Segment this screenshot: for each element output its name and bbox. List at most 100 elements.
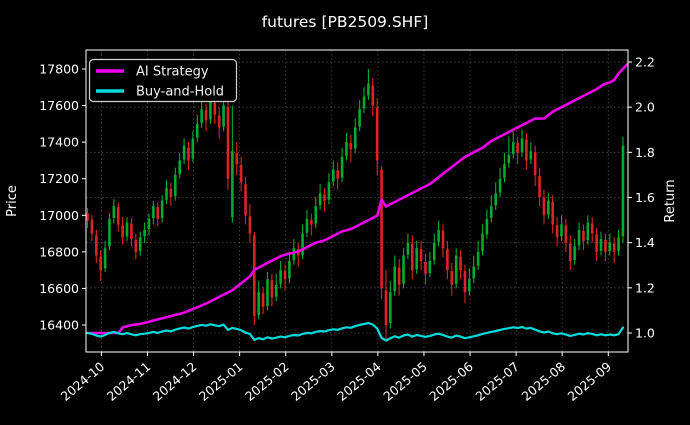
candle-body [226, 107, 230, 179]
candle [332, 160, 335, 187]
candle-body [340, 156, 344, 178]
candle-body [90, 219, 94, 234]
candle-body [336, 170, 339, 179]
candle-body [248, 216, 252, 234]
candle [108, 213, 111, 251]
legend: AI Strategy Buy-and-Hold [88, 58, 238, 103]
candle [336, 162, 339, 190]
candle [410, 235, 414, 280]
y-tick-label-left: 17000 [39, 208, 79, 223]
candle [327, 173, 331, 205]
candle [393, 255, 397, 296]
candle [463, 264, 467, 304]
y-tick-label-right: 1.2 [635, 280, 655, 295]
y-tick-label-right: 2.2 [635, 55, 655, 70]
candle-body [485, 218, 489, 235]
candle [577, 222, 581, 251]
candle-body [450, 271, 454, 285]
candle-body [424, 261, 427, 274]
candle-body [95, 235, 98, 256]
y-tick-label-right: 2.0 [635, 100, 655, 115]
candle [507, 136, 511, 168]
candle [520, 129, 524, 157]
candle [353, 118, 357, 154]
candle-body [621, 145, 625, 237]
candle [432, 233, 436, 265]
candle-body [529, 151, 533, 160]
candle-body [375, 107, 379, 161]
candle-body [257, 292, 260, 315]
candle [310, 213, 313, 236]
candle [608, 233, 612, 256]
candle [476, 240, 480, 271]
candle-body [503, 164, 506, 178]
candle [397, 259, 401, 296]
candle-body [116, 207, 120, 225]
candle [266, 271, 269, 311]
candle-body [564, 225, 568, 243]
candle [441, 224, 445, 258]
candle-body [586, 222, 590, 240]
candle [231, 105, 234, 223]
candle [143, 222, 146, 243]
candle-body [270, 280, 274, 298]
candle-body [174, 175, 177, 197]
candle [195, 114, 199, 143]
candle-body [253, 235, 256, 316]
candle-body [138, 237, 142, 251]
candle-body [288, 261, 291, 279]
candle [239, 156, 243, 192]
candle-body [169, 188, 173, 197]
candle-body [507, 154, 511, 164]
candle-body [323, 194, 326, 201]
candle [525, 133, 528, 170]
candle-body [459, 256, 462, 271]
candle-body [266, 279, 269, 306]
candle [147, 213, 151, 236]
candle-body [437, 229, 440, 242]
candle [178, 153, 181, 179]
plot-border [85, 49, 629, 353]
candle-body [147, 218, 151, 229]
candle [498, 167, 502, 197]
candle [121, 217, 124, 245]
candle [248, 204, 252, 243]
candle-body [547, 200, 550, 215]
candle [116, 202, 120, 232]
candle [270, 273, 274, 307]
candle [323, 187, 326, 212]
candle [191, 131, 195, 163]
y-tick-label-right: 1.6 [635, 190, 655, 205]
candle-body [410, 243, 414, 271]
candle [481, 224, 484, 256]
candle-body [156, 207, 160, 219]
candle-body [283, 271, 287, 280]
candle-body [577, 229, 581, 246]
candle [226, 101, 230, 190]
candle [454, 248, 458, 289]
candle [437, 220, 440, 247]
candle [340, 147, 344, 183]
candle-body [472, 266, 476, 279]
candle [612, 237, 616, 263]
candle-body [222, 105, 225, 127]
candle [424, 253, 427, 285]
candle-body [134, 239, 138, 252]
candle-body [538, 175, 541, 197]
candle-body [332, 169, 335, 182]
legend-box [88, 58, 238, 103]
candle [130, 218, 133, 247]
candle [283, 264, 287, 291]
candle-body [516, 143, 519, 154]
candle [358, 100, 361, 132]
candle-body [191, 138, 195, 159]
candle [279, 261, 282, 289]
candle [406, 233, 410, 260]
line-series [86, 63, 629, 342]
candle [446, 240, 449, 280]
candle [586, 215, 590, 245]
y-axis-label-price: Price [5, 185, 20, 217]
candle [551, 195, 555, 234]
